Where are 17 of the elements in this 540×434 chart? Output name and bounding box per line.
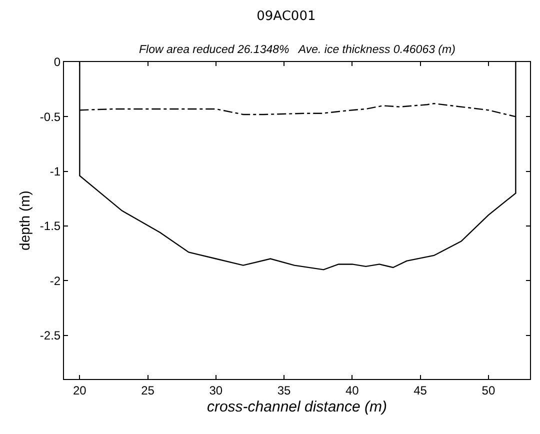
x-tick-label: 50 — [482, 383, 496, 398]
x-tick-label: 40 — [346, 383, 360, 398]
y-tick-label: -2.5 — [40, 328, 61, 342]
y-tick-label: -1 — [50, 164, 61, 179]
y-tick-label: -0.5 — [40, 110, 61, 124]
y-axis-title: depth (m) — [16, 190, 33, 250]
x-tick-label: 35 — [277, 383, 292, 398]
x-tick-label: 45 — [414, 383, 428, 398]
y-tick-label: 0 — [54, 55, 61, 70]
x-tick-label: 30 — [209, 383, 223, 398]
x-tick-label: 20 — [72, 383, 87, 398]
chart-subtitle: Flow area reduced 26.1348% Ave. ice thickness 0.46063 (m) — [139, 44, 456, 56]
x-axis-title: cross-channel distance (m) — [206, 398, 388, 416]
y-tick-label: -2 — [50, 274, 61, 288]
y-tick-label: -1.5 — [40, 219, 61, 234]
x-tick-label: 25 — [141, 383, 155, 398]
chart-title: 09AC001 — [256, 8, 316, 24]
